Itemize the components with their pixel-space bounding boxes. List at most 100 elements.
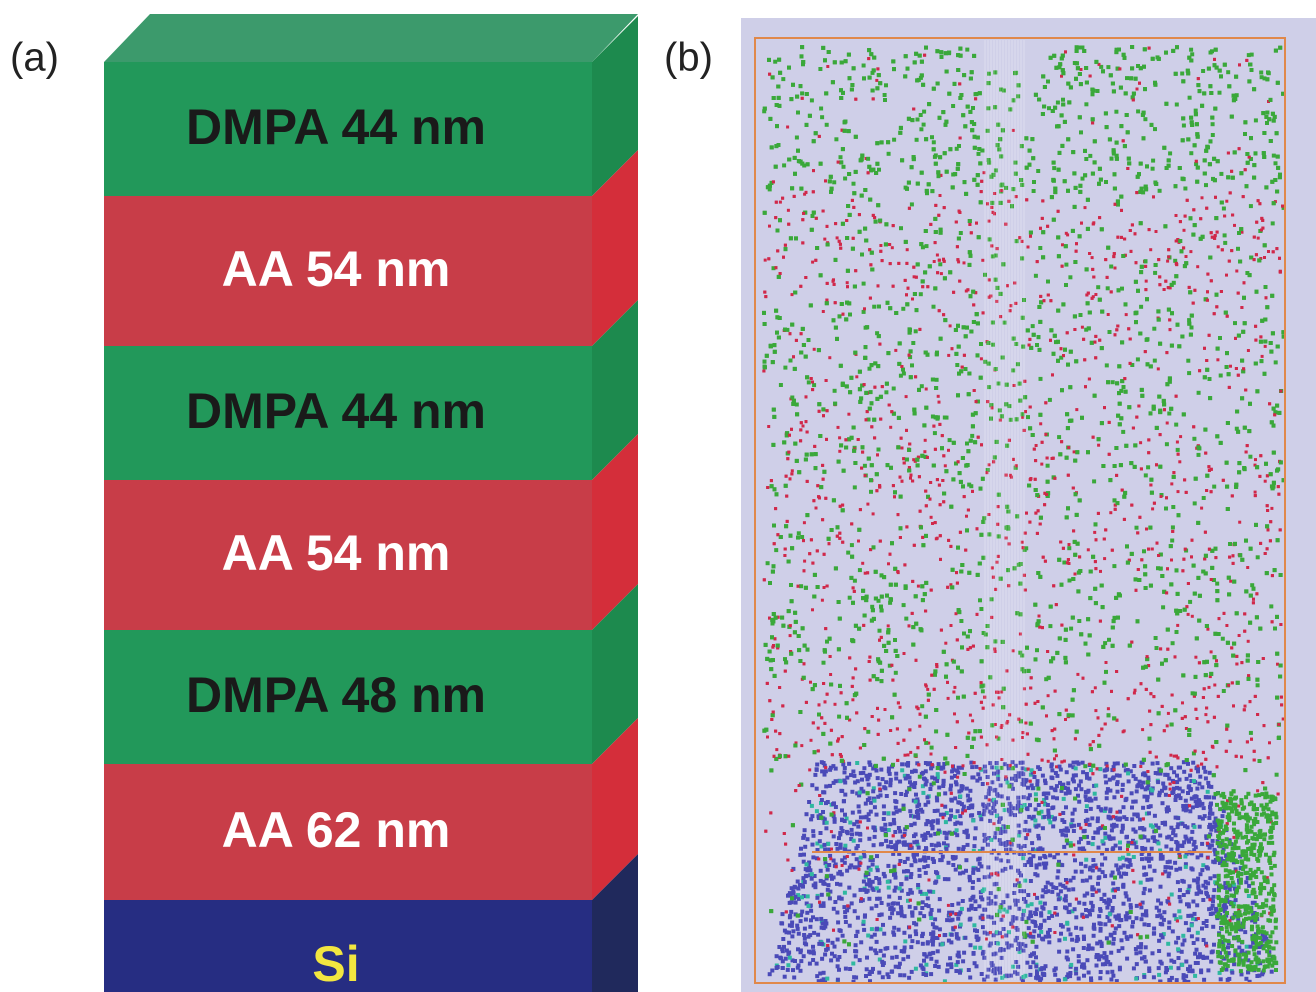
atom xyxy=(789,910,793,914)
atom xyxy=(803,927,807,931)
atom xyxy=(1034,807,1038,811)
atom xyxy=(1094,784,1098,788)
atom xyxy=(1118,810,1122,814)
atom xyxy=(1044,935,1048,939)
atom xyxy=(880,913,884,917)
atom xyxy=(1073,808,1077,812)
atom xyxy=(953,815,957,819)
atom xyxy=(988,819,992,823)
atom xyxy=(987,968,991,972)
atom xyxy=(828,784,832,788)
atom xyxy=(1096,953,1100,957)
atom xyxy=(1129,934,1133,938)
atom xyxy=(1050,776,1054,780)
atom xyxy=(936,809,940,813)
atom xyxy=(803,941,807,945)
atom xyxy=(1198,803,1202,807)
atom xyxy=(864,890,868,894)
atom xyxy=(893,830,897,834)
atom xyxy=(1002,927,1006,931)
atom xyxy=(966,843,970,847)
atom xyxy=(1203,814,1207,818)
atom xyxy=(958,969,962,973)
atom xyxy=(1199,872,1203,876)
atom xyxy=(909,823,913,827)
atom xyxy=(1005,974,1009,978)
atom xyxy=(1109,808,1113,812)
atom xyxy=(1139,881,1143,885)
atom xyxy=(885,794,889,798)
atom xyxy=(1156,780,1160,784)
atom xyxy=(899,792,903,796)
atom xyxy=(855,820,859,824)
atom xyxy=(1034,912,1038,916)
atom xyxy=(903,939,907,943)
atom xyxy=(986,865,990,869)
atom xyxy=(915,840,919,844)
atom xyxy=(1205,924,1209,928)
atom xyxy=(954,780,958,784)
atom xyxy=(869,884,873,888)
atom xyxy=(934,870,938,874)
atom xyxy=(961,785,965,789)
atom xyxy=(875,769,879,773)
atom xyxy=(961,959,965,963)
atom xyxy=(921,942,925,946)
atom xyxy=(837,968,841,972)
atom xyxy=(999,783,1003,787)
atom xyxy=(1109,951,1113,955)
atom xyxy=(840,897,844,901)
atom xyxy=(1116,867,1120,871)
atom xyxy=(1166,805,1170,809)
atom xyxy=(1029,935,1033,939)
atom xyxy=(1121,788,1125,792)
atom xyxy=(799,847,803,851)
atom xyxy=(865,882,869,886)
atom xyxy=(1067,910,1071,914)
atom xyxy=(1091,893,1095,897)
atom xyxy=(859,815,863,819)
atom xyxy=(809,909,813,913)
atom xyxy=(1192,941,1196,945)
atom xyxy=(768,972,772,976)
atom xyxy=(993,882,997,886)
atom xyxy=(1046,792,1050,796)
atom xyxy=(1091,869,1095,873)
atom xyxy=(881,777,885,781)
atom xyxy=(781,949,785,953)
atom xyxy=(1190,969,1194,973)
atom xyxy=(1021,913,1025,917)
atom xyxy=(886,880,890,884)
atom xyxy=(868,796,872,800)
atom xyxy=(1089,807,1093,811)
atom xyxy=(807,800,811,804)
atom xyxy=(1006,945,1010,949)
atom xyxy=(1180,844,1184,848)
atom xyxy=(1052,855,1056,859)
atom xyxy=(1141,913,1145,917)
atom xyxy=(792,976,796,980)
atom xyxy=(949,787,953,791)
atom xyxy=(1077,959,1081,963)
atom xyxy=(856,825,860,829)
atom xyxy=(1204,891,1208,895)
atom xyxy=(1116,761,1120,765)
atom xyxy=(812,931,816,935)
atom xyxy=(1032,815,1036,819)
atom xyxy=(1188,884,1192,888)
atom xyxy=(843,770,847,774)
atom xyxy=(1043,815,1047,819)
atom xyxy=(1084,809,1088,813)
atom xyxy=(815,768,819,772)
atom xyxy=(925,955,929,959)
atom xyxy=(843,844,847,848)
atom xyxy=(1209,785,1213,789)
atom xyxy=(1126,864,1130,868)
atom xyxy=(1098,940,1102,944)
atom xyxy=(966,798,970,802)
atom xyxy=(1109,874,1113,878)
atom xyxy=(820,926,824,930)
atom xyxy=(924,847,928,851)
atom xyxy=(1082,974,1086,978)
atom xyxy=(928,890,932,894)
